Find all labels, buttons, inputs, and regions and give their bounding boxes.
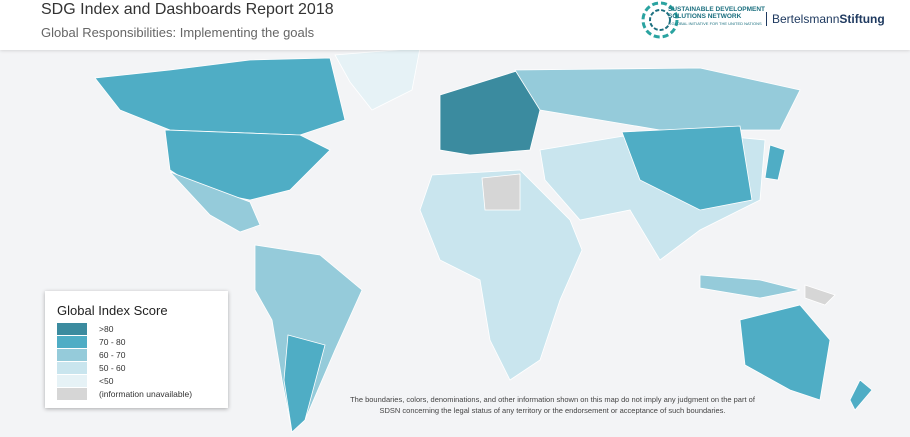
header: SDG Index and Dashboards Report 2018 Glo… xyxy=(0,0,910,50)
argentina xyxy=(283,334,326,433)
sdsn-emblem xyxy=(641,1,679,39)
legend-swatch xyxy=(57,349,87,361)
sdsn-line: A GLOBAL INITIATIVE FOR THE UNITED NATIO… xyxy=(668,21,762,26)
disclaimer-line: The boundaries, colors, denominations, a… xyxy=(350,395,755,404)
japan xyxy=(764,144,786,181)
legend-title: Global Index Score xyxy=(57,303,168,318)
logo-part: Stiftung xyxy=(839,12,885,26)
disclaimer: The boundaries, colors, denominations, a… xyxy=(340,394,765,416)
subtitle: Global Responsibilities: Implementing th… xyxy=(41,25,315,40)
legend-label: 60 - 70 xyxy=(99,350,126,360)
legend-label: 70 - 80 xyxy=(99,337,126,347)
world-map xyxy=(94,50,873,433)
canada xyxy=(94,57,346,136)
libya xyxy=(481,173,521,211)
papua xyxy=(804,284,836,306)
disclaimer-line: SDSN concerning the legal status of any … xyxy=(379,406,726,415)
legend-swatch xyxy=(57,362,87,374)
legend-label: 50 - 60 xyxy=(99,363,126,373)
legend-swatch xyxy=(57,336,87,348)
africa xyxy=(419,169,583,381)
australia xyxy=(739,304,831,401)
legend-swatch xyxy=(57,375,87,387)
new-zealand xyxy=(849,379,873,411)
sdsn-line: SUSTAINABLE DEVELOPMENT xyxy=(668,6,766,13)
legend-label: >80 xyxy=(99,324,114,334)
legend-label: (information unavailable) xyxy=(99,389,193,399)
legend-label: <50 xyxy=(99,376,114,386)
russia xyxy=(514,67,801,131)
countries xyxy=(94,50,873,433)
sdsn-logo[interactable]: SUSTAINABLE DEVELOPMENT SOLUTIONS NETWOR… xyxy=(668,6,765,27)
indonesia xyxy=(699,274,801,299)
legend: Global Index Score >80 70 - 80 60 - 70 50 -… xyxy=(45,291,228,408)
china xyxy=(621,125,753,211)
sdsn-line: SOLUTIONS NETWORK xyxy=(668,13,742,20)
logo-part: Bertelsmann xyxy=(772,12,840,26)
usa xyxy=(164,129,331,201)
bertelsmann-logo[interactable]: BertelsmannStiftung xyxy=(766,12,885,26)
greenland xyxy=(334,50,421,111)
title: SDG Index and Dashboards Report 2018 xyxy=(41,1,334,18)
legend-swatch xyxy=(57,323,87,335)
mexico xyxy=(169,171,261,233)
legend-swatch xyxy=(57,388,87,400)
